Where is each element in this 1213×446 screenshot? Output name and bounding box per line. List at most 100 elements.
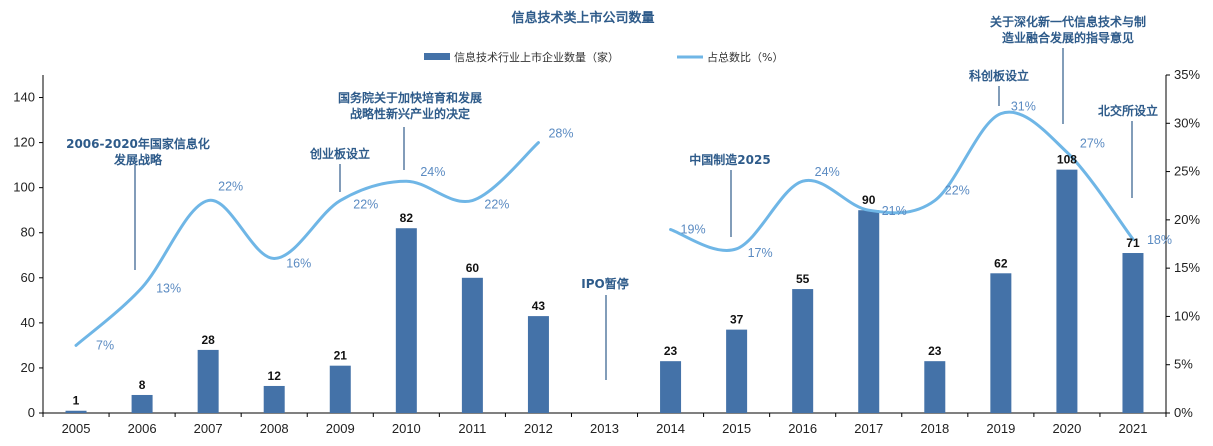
- percent-label: 7%: [96, 338, 114, 352]
- y-left-tick-label: 120: [13, 135, 35, 150]
- annotation-text: 科创板设立: [969, 68, 1029, 83]
- annotation-text: 中国制造2025: [689, 152, 770, 167]
- y-right-tick-label: 30%: [1174, 115, 1200, 130]
- y-left-tick-label: 60: [21, 270, 35, 285]
- line-path: [74, 141, 540, 347]
- x-tick-label: 2010: [392, 421, 421, 436]
- percent-label: 18%: [1147, 233, 1172, 247]
- percent-label: 28%: [548, 127, 573, 141]
- percent-label: 22%: [945, 184, 970, 198]
- y-right-tick-label: 0%: [1174, 405, 1193, 420]
- bar-value-label: 8: [139, 378, 146, 392]
- bar: [726, 329, 748, 413]
- percent-label: 24%: [420, 165, 445, 179]
- bar: [329, 365, 351, 413]
- percent-label: 21%: [882, 204, 907, 218]
- bar: [1122, 253, 1144, 413]
- y-left-tick-label: 140: [13, 90, 35, 105]
- y-left-tick-label: 0: [28, 405, 35, 420]
- legend-bar-label: 信息技术行业上市企业数量（家）: [454, 50, 619, 64]
- legend-line-label: 占总数比（%）: [707, 50, 783, 64]
- percent-label: 27%: [1080, 136, 1105, 150]
- bar-value-label: 55: [796, 272, 810, 286]
- bar: [263, 385, 285, 413]
- percent-label: 17%: [748, 246, 773, 260]
- bar: [65, 410, 87, 413]
- line-path: [669, 110, 1135, 252]
- bar-value-label: 23: [928, 344, 942, 358]
- x-tick-label: 2014: [656, 421, 685, 436]
- bar-value-label: 108: [1057, 153, 1077, 167]
- y-left-tick-label: 80: [21, 225, 35, 240]
- bar-value-label: 21: [334, 349, 348, 363]
- percent-label: 22%: [353, 198, 378, 212]
- x-tick-label: 2015: [722, 421, 751, 436]
- bar-value-label: 43: [532, 299, 546, 313]
- bar-value-label: 28: [201, 333, 215, 347]
- annotation-text: 发展战略: [113, 152, 163, 167]
- legend-bar-swatch: [424, 53, 450, 60]
- y-right-tick-label: 10%: [1174, 308, 1200, 323]
- bar-value-label: 90: [862, 193, 876, 207]
- x-tick-label: 2012: [524, 421, 553, 436]
- bar: [131, 394, 153, 413]
- bar-value-label: 71: [1126, 236, 1140, 250]
- y-right-tick-label: 5%: [1174, 357, 1193, 372]
- x-tick-label: 2013: [590, 421, 619, 436]
- percent-label: 16%: [286, 256, 311, 270]
- bar-value-label: 82: [400, 211, 414, 225]
- y-right-tick-label: 25%: [1174, 164, 1200, 179]
- data-labels: 1 8 28 12 21 82 60 43 23 37 55 90 23 62 108 71 7% 13% 22% 1…: [73, 100, 1172, 408]
- annotation-text: 北交所设立: [1098, 103, 1158, 118]
- bar: [395, 228, 417, 413]
- annotation-text: 造业融合发展的指导意见: [1002, 30, 1134, 45]
- y-left-tick-label: 20: [21, 360, 35, 375]
- y-left-tick-label: 100: [13, 180, 35, 195]
- x-tick-label: 2020: [1052, 421, 1081, 436]
- bar-series: [65, 169, 1144, 413]
- annotation-text: 关于深化新一代信息技术与制: [990, 14, 1146, 29]
- annotation-text: IPO暂停: [581, 276, 628, 291]
- annotation-text: 创业板设立: [309, 146, 370, 161]
- bar-value-label: 1: [73, 394, 80, 408]
- bar: [197, 349, 219, 413]
- x-tick-label: 2005: [62, 421, 91, 436]
- bar: [527, 316, 549, 413]
- bar: [792, 289, 814, 413]
- bar-value-label: 37: [730, 313, 744, 327]
- line-series: [74, 110, 1135, 347]
- bar: [660, 361, 682, 413]
- bar: [1056, 169, 1078, 413]
- bar: [924, 361, 946, 413]
- x-tick-label: 2017: [854, 421, 883, 436]
- percent-label: 22%: [484, 198, 509, 212]
- bar: [461, 277, 483, 413]
- legend: 信息技术行业上市企业数量（家） 占总数比（%）: [424, 50, 783, 64]
- annotation-text: 国务院关于加快培育和发展: [338, 90, 482, 105]
- bar: [990, 273, 1012, 413]
- x-tick-label: 2009: [326, 421, 355, 436]
- y-left-tick-label: 40: [21, 315, 35, 330]
- bar-value-label: 12: [268, 369, 282, 383]
- x-tick-label: 2006: [128, 421, 157, 436]
- percent-label: 24%: [815, 165, 840, 179]
- percent-label: 31%: [1011, 100, 1036, 114]
- axes: 0 20 40 60 80 100 120 140 0% 5% 10% 15% 20% 25% 30% 35%…: [13, 67, 1200, 436]
- y-right-tick-label: 15%: [1174, 260, 1200, 275]
- bar-value-label: 23: [664, 344, 678, 358]
- y-right-tick-label: 20%: [1174, 212, 1200, 227]
- x-tick-label: 2018: [920, 421, 949, 436]
- x-tick-label: 2019: [986, 421, 1015, 436]
- x-tick-label: 2007: [194, 421, 223, 436]
- bar-value-label: 60: [466, 261, 480, 275]
- x-tick-label: 2008: [260, 421, 289, 436]
- annotation-text: 2006-2020年国家信息化: [66, 136, 210, 151]
- bar-value-label: 62: [994, 256, 1008, 270]
- chart-title: 信息技术类上市公司数量: [511, 10, 654, 26]
- y-right-tick-label: 35%: [1174, 67, 1200, 82]
- percent-label: 19%: [681, 223, 706, 237]
- x-tick-label: 2016: [788, 421, 817, 436]
- x-tick-label: 2011: [458, 421, 486, 436]
